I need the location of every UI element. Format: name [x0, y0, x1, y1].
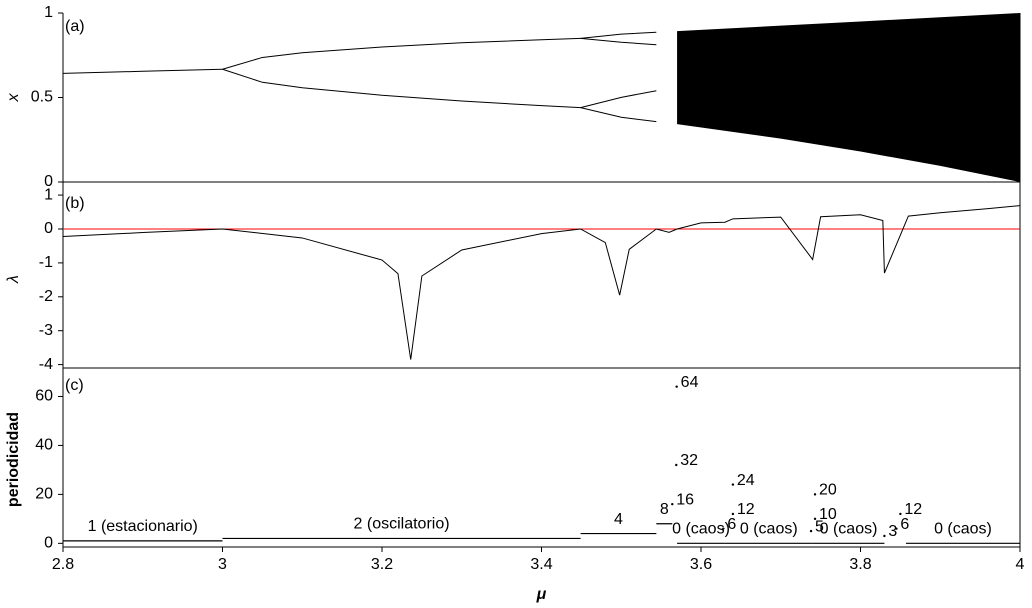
x-axis-label: μ	[536, 586, 547, 603]
period-point	[671, 502, 674, 506]
series-line	[222, 37, 581, 70]
point-label: 10	[819, 506, 837, 523]
series-line	[580, 31, 657, 39]
series-line	[580, 107, 657, 123]
panel-label: (a)	[65, 18, 85, 35]
period-point	[883, 534, 886, 538]
series-line	[62, 68, 223, 74]
y-tick-label: 60	[35, 388, 53, 405]
point-label: 12	[737, 501, 755, 518]
segment-label: 1 (estacionario)	[88, 518, 198, 535]
segment-label: 4	[614, 511, 623, 528]
period-point	[731, 512, 735, 516]
point-label: 6	[727, 516, 736, 533]
y-axis-label: periodicidad	[5, 412, 22, 507]
panel-label: (b)	[65, 195, 85, 212]
period-point	[895, 527, 898, 530]
point-label: 64	[681, 374, 699, 391]
point-label: 12	[904, 501, 922, 518]
point-label: 6	[900, 516, 909, 533]
period-point	[813, 493, 817, 496]
point-label: 32	[680, 452, 698, 469]
x-tick-label: 3.8	[849, 556, 871, 573]
x-tick-label: 4	[1016, 556, 1025, 573]
period-point	[813, 517, 817, 521]
y-tick-label: 40	[35, 437, 53, 454]
segment-label: 0 (caos)	[740, 521, 798, 538]
period-point	[722, 527, 725, 530]
panel-label: (c)	[65, 377, 84, 394]
x-tick-label: 3.2	[371, 556, 393, 573]
point-label: 24	[737, 472, 755, 489]
x-tick-label: 2.8	[52, 556, 74, 573]
point-label: 5	[815, 518, 824, 535]
segment-label: 0 (caos)	[672, 521, 730, 538]
y-tick-label: 20	[35, 486, 53, 503]
x-tick-label: 3	[218, 556, 227, 573]
y-tick-label: 0	[44, 535, 53, 552]
chaos-band	[677, 13, 1020, 182]
series-line	[580, 90, 657, 109]
y-axis-label: λ	[5, 275, 22, 284]
point-label: 20	[819, 482, 837, 499]
segment-label: 2 (oscilatorio)	[354, 516, 450, 533]
point-label: 16	[676, 491, 694, 508]
period-point	[675, 463, 678, 467]
y-tick-label: 0	[44, 220, 53, 237]
segment-label: 0 (caos)	[934, 521, 992, 538]
series-line	[580, 37, 657, 46]
series-line	[62, 205, 1021, 360]
segment-label: 8	[660, 501, 669, 518]
y-axis-label: x	[5, 93, 22, 103]
y-tick-label: -3	[39, 322, 53, 339]
x-tick-label: 3.4	[530, 556, 552, 573]
y-tick-label: -4	[39, 356, 53, 373]
y-tick-label: 0	[44, 173, 53, 190]
y-tick-label: 1	[44, 186, 53, 203]
y-tick-label: 0.5	[31, 89, 53, 106]
period-point	[675, 385, 678, 388]
point-label: 3	[888, 523, 897, 540]
segment-label: 0 (caos)	[820, 521, 878, 538]
x-tick-label: 3.6	[690, 556, 712, 573]
period-point	[809, 529, 813, 533]
y-tick-label: -1	[39, 254, 53, 271]
period-point	[731, 483, 735, 486]
y-tick-label: 1	[44, 4, 53, 21]
y-tick-label: -2	[39, 288, 53, 305]
period-point	[899, 512, 902, 516]
series-line	[222, 68, 581, 109]
